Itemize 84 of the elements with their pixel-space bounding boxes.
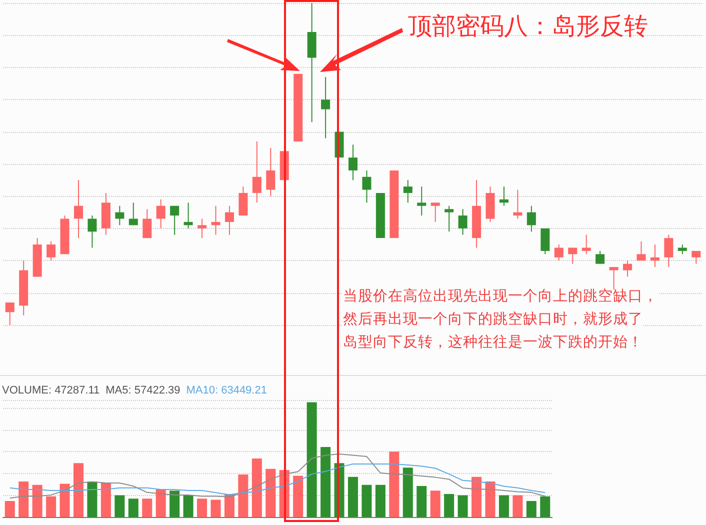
bar [375, 484, 386, 517]
bar [197, 498, 208, 517]
bar [485, 481, 496, 517]
bar [472, 476, 482, 517]
bar [362, 484, 372, 517]
bar [498, 495, 509, 517]
text: VOLUME: 47287.11 [2, 384, 100, 396]
candlestick [74, 180, 83, 239]
bar [320, 447, 331, 517]
bar [114, 495, 125, 517]
bar [526, 500, 536, 517]
bar [444, 494, 454, 517]
candlestick [623, 260, 632, 278]
candlestick [554, 244, 564, 262]
bar [540, 496, 550, 517]
bar [87, 481, 98, 517]
bar [389, 452, 400, 517]
candlestick [678, 244, 687, 255]
text: MA10: 63449.21 [186, 384, 267, 396]
bar [32, 484, 42, 517]
bar [402, 468, 413, 517]
bar [73, 463, 84, 517]
bar [4, 500, 15, 517]
candlestick [170, 205, 180, 236]
text: MA5: 57422.39 [106, 384, 180, 396]
candlestick [5, 302, 14, 326]
candlestick [609, 266, 618, 290]
candlestick [650, 244, 660, 268]
candlestick [582, 234, 591, 255]
candlestick [403, 180, 412, 204]
bar [348, 476, 358, 517]
candlestick [540, 228, 550, 255]
candlestick [636, 240, 646, 262]
bar [238, 474, 248, 517]
candlestick [198, 218, 207, 239]
candlestick [238, 186, 248, 216]
candlestick [458, 208, 468, 236]
candlestick [499, 186, 508, 206]
candlestick [362, 170, 372, 204]
candlestick [513, 189, 522, 220]
candlestick [115, 205, 124, 226]
candlestick [417, 186, 426, 216]
candlestick [88, 215, 97, 248]
candlestick [430, 202, 440, 222]
candlestick [664, 234, 674, 268]
candlestick [46, 240, 56, 262]
annotation: 当股价在高位出现先出现一个向上的跳空缺口， [343, 288, 658, 304]
bar [60, 484, 70, 517]
bar [458, 495, 468, 517]
bar [306, 402, 317, 517]
candlestick [252, 140, 262, 204]
candlestick [266, 147, 276, 197]
bar [18, 481, 29, 517]
candlestick [128, 202, 138, 226]
candlestick [596, 250, 605, 264]
bar [156, 489, 166, 517]
bar [416, 486, 427, 517]
bar [183, 495, 194, 517]
bar [210, 500, 221, 517]
candlestick [526, 205, 536, 232]
candlestick [142, 208, 152, 239]
candlestick [444, 205, 454, 232]
candlestick [568, 247, 578, 264]
bar [266, 468, 276, 517]
text: 岛型向下反转，这种往往是一波下跌的开始！ [343, 334, 643, 350]
chart-title: 顶部密码八：岛形反转 [408, 12, 648, 40]
candlestick [211, 205, 220, 236]
bar [430, 490, 440, 517]
candlestick [156, 198, 166, 229]
bar [252, 458, 262, 517]
bar [100, 482, 111, 517]
bar [293, 476, 304, 517]
bar [512, 495, 523, 517]
candlestick [348, 144, 358, 181]
bar [46, 496, 56, 517]
bar [170, 490, 180, 517]
bar [224, 494, 234, 517]
candlestick [321, 76, 330, 139]
candlestick [692, 250, 701, 264]
candlestick [224, 205, 234, 236]
bar [142, 498, 152, 517]
bar [128, 498, 138, 517]
annotation: 然后再出现一个向下的跳空缺口时，就形成了 [343, 310, 643, 328]
candlestick [184, 202, 193, 229]
